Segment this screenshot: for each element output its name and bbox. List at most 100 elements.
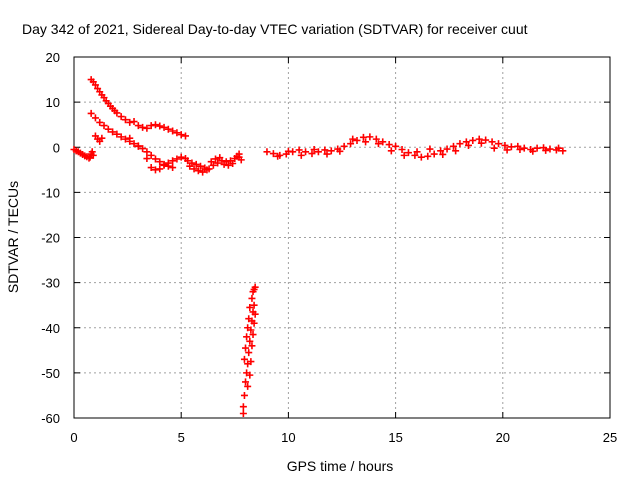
data-point	[274, 152, 282, 160]
data-point	[113, 109, 121, 117]
data-point	[413, 148, 421, 156]
data-point	[89, 151, 97, 159]
data-point	[207, 158, 215, 166]
x-tick-label: 25	[603, 430, 617, 445]
series-vertical-dip	[239, 283, 259, 417]
data-point	[156, 165, 164, 173]
data-point	[321, 146, 329, 154]
data-point	[400, 151, 408, 159]
data-point	[173, 129, 181, 137]
data-point	[501, 141, 509, 149]
data-point	[308, 150, 316, 158]
data-point	[379, 138, 387, 146]
data-point	[134, 142, 142, 150]
data-point	[139, 123, 147, 131]
series-arc-high	[87, 76, 189, 140]
data-point	[251, 283, 259, 291]
data-point	[147, 164, 155, 172]
data-point	[177, 153, 185, 161]
data-point	[411, 151, 419, 159]
data-point	[249, 331, 257, 339]
data-point	[160, 161, 168, 169]
data-point	[194, 167, 202, 175]
data-point	[184, 157, 192, 165]
data-point	[239, 403, 247, 411]
data-points	[70, 76, 567, 417]
data-point	[156, 158, 164, 166]
data-point	[477, 139, 485, 147]
data-point	[209, 161, 217, 169]
x-tick-label: 5	[178, 430, 185, 445]
data-point	[143, 124, 151, 132]
data-point	[251, 310, 259, 318]
data-point	[100, 122, 108, 130]
data-point	[186, 162, 194, 170]
data-point	[490, 144, 498, 152]
data-point	[430, 150, 438, 158]
data-point	[297, 151, 305, 159]
data-point	[87, 109, 95, 117]
data-point	[248, 294, 256, 302]
data-point	[96, 118, 104, 126]
data-point	[156, 122, 164, 130]
data-point	[336, 147, 344, 155]
data-point	[449, 142, 457, 150]
data-point	[347, 140, 355, 148]
data-point	[190, 165, 198, 173]
data-point	[151, 166, 159, 174]
grid-lines	[74, 57, 610, 418]
data-point	[88, 148, 96, 156]
data-point	[242, 344, 250, 352]
data-point	[164, 159, 172, 167]
data-point	[214, 159, 222, 167]
data-point	[130, 140, 138, 148]
y-tick-label: -60	[41, 411, 60, 426]
data-point	[147, 151, 155, 159]
data-point	[404, 149, 412, 157]
data-point	[392, 142, 400, 150]
data-point	[239, 409, 247, 417]
data-point	[263, 148, 271, 156]
data-point	[126, 118, 134, 126]
data-point	[359, 133, 367, 141]
data-point	[117, 133, 125, 141]
data-point	[240, 355, 248, 363]
data-point	[323, 150, 331, 158]
series-midday-band-2	[274, 135, 563, 160]
data-point	[246, 371, 254, 379]
data-point	[91, 81, 99, 89]
data-point	[235, 150, 243, 158]
data-point	[196, 162, 204, 170]
data-point	[503, 146, 511, 154]
data-point	[113, 130, 121, 138]
data-point	[192, 160, 200, 168]
y-tick-label: -30	[41, 276, 60, 291]
data-point	[398, 146, 406, 154]
y-tick-label: -20	[41, 231, 60, 246]
data-point	[456, 140, 464, 148]
data-point	[469, 136, 477, 144]
data-point	[224, 161, 232, 169]
x-tick-label: 15	[388, 430, 402, 445]
series-arc-mid	[87, 109, 177, 172]
data-point	[475, 135, 483, 143]
data-point	[246, 303, 254, 311]
data-point	[245, 349, 253, 357]
data-point	[542, 146, 550, 154]
data-point	[91, 114, 99, 122]
data-point	[250, 301, 258, 309]
x-tick-label: 20	[496, 430, 510, 445]
data-point	[340, 142, 348, 150]
data-point	[242, 378, 250, 386]
data-point	[546, 145, 554, 153]
data-point	[216, 154, 224, 162]
data-point	[426, 145, 434, 153]
data-point	[366, 133, 374, 141]
data-point	[559, 147, 567, 155]
data-point	[462, 138, 470, 146]
data-point	[151, 121, 159, 129]
data-point	[437, 147, 445, 155]
data-point	[121, 135, 129, 143]
data-point	[85, 154, 93, 162]
data-point	[240, 391, 248, 399]
